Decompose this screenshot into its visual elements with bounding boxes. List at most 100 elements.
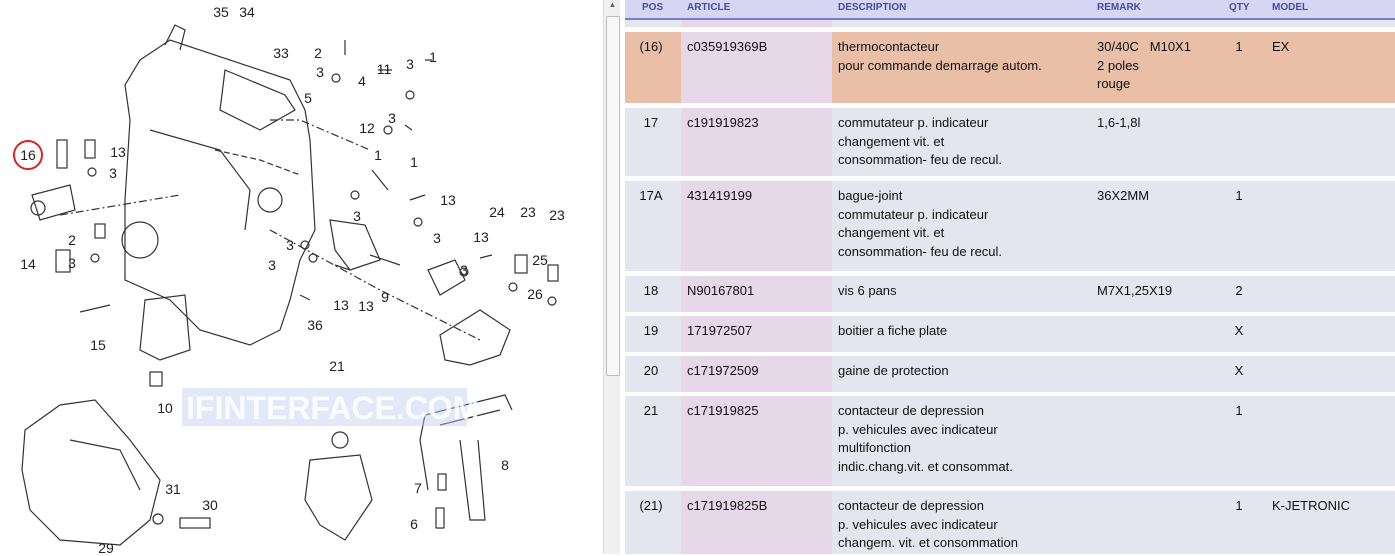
callout-label[interactable]: 6 <box>410 516 418 532</box>
callout-label[interactable]: 23 <box>520 204 536 220</box>
callout-label[interactable]: 3 <box>433 230 441 246</box>
table-row[interactable]: 17 c191919823 commutateur p. indicateur ch… <box>625 108 1395 176</box>
callout-label[interactable]: 3 <box>316 64 324 80</box>
callout-label[interactable]: 11 <box>376 61 392 77</box>
watermark: IFINTERFACE.COM <box>182 388 479 426</box>
callout-label[interactable]: 10 <box>157 400 173 416</box>
cell-remark: M7X1,25X19 <box>1097 283 1173 298</box>
callout-label[interactable]: 3 <box>286 237 294 253</box>
cell-article: c171972509 <box>687 363 759 378</box>
cell-model: EX <box>1272 39 1290 54</box>
article-column-bg <box>681 108 832 176</box>
callout-label[interactable]: 1 <box>374 147 382 163</box>
watermark-text: IFINTERFACE.COM <box>186 390 480 426</box>
callout-label[interactable]: 4 <box>358 73 366 89</box>
callout-label[interactable]: 12 <box>359 120 375 136</box>
callout-label[interactable]: 3 <box>268 257 276 273</box>
callout-label[interactable]: 13 <box>110 144 126 160</box>
callout-label[interactable]: 3 <box>353 208 361 224</box>
article-column-bg <box>681 181 832 271</box>
table-row[interactable]: 21 c171919825 contacteur de depression p. … <box>625 396 1395 486</box>
cell-model: K-JETRONIC <box>1272 498 1350 513</box>
table-row[interactable]: (16) c035919369B thermocontacteur pour com… <box>625 32 1395 103</box>
callout-label[interactable]: 35 <box>213 4 229 20</box>
header-description: DESCRIPTION <box>838 2 907 13</box>
table-row[interactable]: 18 N90167801 vis 6 pans M7X1,25X19 2 <box>625 276 1395 312</box>
callout-label[interactable]: 21 <box>329 358 345 374</box>
cell-description: boitier a fiche plate <box>838 323 948 338</box>
callout-label[interactable]: 24 <box>489 204 505 220</box>
table-row[interactable]: 19 171972507 boitier a fiche plate X <box>625 316 1395 352</box>
article-column-bg <box>681 20 832 27</box>
cell-pos: 21 <box>643 403 659 418</box>
callout-label[interactable]: 3 <box>388 110 396 126</box>
callout-label[interactable]: 26 <box>527 286 543 302</box>
cell-article: 431419199 <box>687 188 753 203</box>
scroll-up-arrow-icon[interactable]: ▲ <box>608 0 617 9</box>
cell-qty: 2 <box>1235 283 1243 298</box>
table-row[interactable]: 20 c171972509 gaine de protection X <box>625 356 1395 392</box>
callout-label[interactable]: 14 <box>20 256 36 272</box>
cell-description: commutateur p. indicateur changement vit… <box>838 115 1003 168</box>
callout-label[interactable]: 2 <box>314 45 322 61</box>
callout-label[interactable]: 29 <box>98 540 114 556</box>
cell-pos: (21) <box>639 498 663 513</box>
cell-qty: 1 <box>1235 498 1243 513</box>
callout-label[interactable]: 13 <box>358 298 374 314</box>
cell-article: c035919369B <box>687 39 768 54</box>
cell-pos: (16) <box>639 39 663 54</box>
spacer-row <box>625 20 1395 27</box>
header-article: ARTICLE <box>687 2 731 13</box>
article-column-bg <box>681 32 832 103</box>
vertical-scrollbar[interactable]: ▲ <box>603 0 621 554</box>
cell-qty: X <box>1234 363 1244 378</box>
cell-description: contacteur de depression p. vehicules av… <box>838 498 1018 551</box>
parts-table: POS ARTICLE DESCRIPTION REMARK QTY MODEL… <box>620 0 1395 554</box>
callout-label[interactable]: 3 <box>68 255 76 271</box>
callout-label[interactable]: 7 <box>414 480 422 496</box>
cell-article: 171972507 <box>687 323 753 338</box>
cell-qty: 1 <box>1235 403 1243 418</box>
article-column-bg <box>681 276 832 312</box>
callout-label[interactable]: 5 <box>304 90 312 106</box>
callout-label[interactable]: 36 <box>307 317 323 333</box>
callout-label[interactable]: 3 <box>406 56 414 72</box>
callout-label[interactable]: 33 <box>273 45 289 61</box>
callout-label[interactable]: 25 <box>532 252 548 268</box>
cell-description: contacteur de depression p. vehicules av… <box>838 403 1013 475</box>
callout-label[interactable]: 13 <box>473 229 489 245</box>
callout-label[interactable]: 13 <box>333 297 349 313</box>
callout-label[interactable]: 3 <box>460 262 468 278</box>
cell-pos: 18 <box>643 283 659 298</box>
callout-label[interactable]: 34 <box>239 4 255 20</box>
cell-pos: 19 <box>643 323 659 338</box>
callout-label[interactable]: 13 <box>440 192 456 208</box>
table-row[interactable]: 17A 431419199 bague-joint commutateur p. i… <box>625 181 1395 271</box>
article-column-bg <box>681 356 832 392</box>
callout-label[interactable]: 3 <box>109 165 117 181</box>
cell-qty: 1 <box>1235 188 1243 203</box>
header-pos: POS <box>642 2 664 13</box>
table-row[interactable]: (21) c171919825B contacteur de depression … <box>625 491 1395 554</box>
callout-label[interactable]: 2 <box>68 232 76 248</box>
cell-description: bague-joint commutateur p. indicateur ch… <box>838 188 1003 260</box>
callout-label[interactable]: 9 <box>381 289 389 305</box>
callout-label[interactable]: 23 <box>549 207 565 223</box>
callout-label[interactable]: 15 <box>90 337 106 353</box>
callout-label[interactable]: 31 <box>165 481 181 497</box>
engine-drawing <box>21 24 559 546</box>
cell-remark: 36X2MM <box>1097 188 1150 203</box>
cell-description: vis 6 pans <box>838 283 897 298</box>
parts-diagram: IFINTERFACE.COM 35 34 33 2 3 4 5 11 3 1 12 3 1 16 13 3 1… <box>0 0 603 556</box>
header-remark: REMARK <box>1097 2 1141 13</box>
highlight-circle <box>13 140 43 170</box>
callout-label[interactable]: 30 <box>202 497 218 513</box>
cell-article: c171919825 <box>687 403 759 418</box>
callout-label[interactable]: 1 <box>429 49 437 65</box>
article-column-bg <box>681 316 832 352</box>
callout-label[interactable]: 8 <box>501 457 509 473</box>
cell-description: thermocontacteur pour commande demarrage… <box>838 39 1042 73</box>
table-header: POS ARTICLE DESCRIPTION REMARK QTY MODEL <box>625 0 1395 20</box>
scroll-thumb[interactable] <box>606 16 620 376</box>
callout-label[interactable]: 1 <box>410 154 418 170</box>
